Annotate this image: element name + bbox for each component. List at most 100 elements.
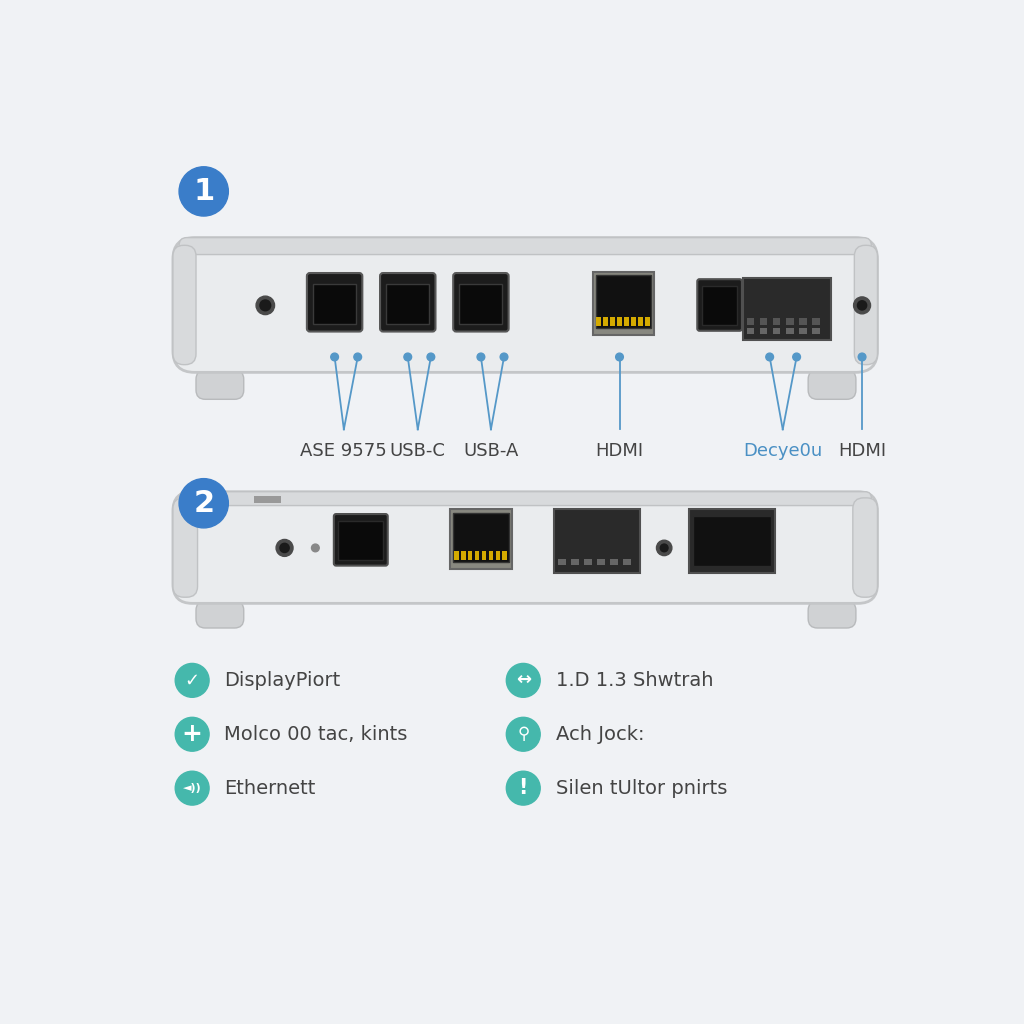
Text: HDMI: HDMI: [595, 441, 643, 460]
Circle shape: [506, 718, 541, 752]
Text: !: !: [518, 778, 528, 798]
Bar: [638, 316, 643, 327]
Bar: [554, 509, 640, 572]
Bar: [461, 551, 466, 560]
Text: ✓: ✓: [184, 672, 200, 689]
Text: ◄)): ◄)): [183, 783, 202, 794]
Bar: [584, 559, 592, 565]
Text: Decye0u: Decye0u: [743, 441, 822, 460]
FancyBboxPatch shape: [697, 280, 742, 331]
Bar: [624, 559, 631, 565]
FancyBboxPatch shape: [179, 492, 871, 506]
FancyBboxPatch shape: [454, 273, 509, 332]
Bar: [610, 559, 617, 565]
Bar: [451, 509, 512, 569]
Bar: [742, 279, 831, 340]
FancyBboxPatch shape: [173, 498, 198, 597]
Text: 1: 1: [194, 177, 214, 206]
Circle shape: [656, 541, 672, 556]
Bar: [593, 272, 654, 336]
Bar: [313, 284, 356, 324]
Bar: [488, 551, 494, 560]
Text: ⚲: ⚲: [517, 725, 529, 743]
Bar: [812, 318, 819, 325]
Text: +: +: [181, 722, 203, 746]
Bar: [558, 559, 565, 565]
Bar: [254, 496, 281, 503]
Circle shape: [506, 771, 541, 805]
Bar: [773, 328, 780, 334]
Circle shape: [660, 544, 668, 552]
Bar: [701, 286, 737, 326]
FancyBboxPatch shape: [854, 246, 878, 365]
Circle shape: [766, 353, 773, 360]
Circle shape: [477, 353, 484, 360]
Circle shape: [427, 353, 435, 360]
Circle shape: [280, 544, 289, 553]
Circle shape: [857, 301, 866, 310]
Bar: [631, 316, 636, 327]
FancyBboxPatch shape: [196, 601, 244, 628]
Circle shape: [175, 664, 209, 697]
Text: ↔: ↔: [516, 672, 530, 689]
Circle shape: [854, 297, 870, 313]
Circle shape: [354, 353, 361, 360]
Circle shape: [403, 353, 412, 360]
Bar: [460, 284, 503, 324]
Bar: [610, 316, 614, 327]
FancyBboxPatch shape: [173, 238, 878, 373]
Bar: [799, 328, 807, 334]
Circle shape: [260, 300, 270, 310]
Bar: [625, 316, 629, 327]
Bar: [481, 551, 486, 560]
Circle shape: [793, 353, 801, 360]
Bar: [785, 328, 794, 334]
FancyBboxPatch shape: [179, 238, 871, 255]
Bar: [386, 284, 429, 324]
Circle shape: [175, 718, 209, 752]
Circle shape: [256, 296, 274, 314]
Bar: [746, 318, 755, 325]
FancyBboxPatch shape: [808, 370, 856, 399]
Text: Ach Jock:: Ach Jock:: [556, 725, 644, 743]
Bar: [746, 328, 755, 334]
Bar: [617, 316, 622, 327]
Text: 2: 2: [194, 488, 214, 518]
Bar: [503, 551, 507, 560]
Circle shape: [500, 353, 508, 360]
Text: USB-C: USB-C: [390, 441, 445, 460]
Text: Silen tUltor pnirts: Silen tUltor pnirts: [556, 778, 727, 798]
FancyBboxPatch shape: [173, 492, 878, 603]
Bar: [597, 559, 605, 565]
Bar: [812, 328, 819, 334]
Bar: [454, 551, 459, 560]
Bar: [785, 318, 794, 325]
Bar: [692, 515, 771, 566]
Text: USB-A: USB-A: [463, 441, 518, 460]
FancyBboxPatch shape: [307, 273, 362, 332]
Bar: [571, 559, 579, 565]
Bar: [645, 316, 649, 327]
FancyBboxPatch shape: [334, 514, 388, 565]
Circle shape: [311, 544, 319, 552]
Text: 1.D 1.3 Shwtrah: 1.D 1.3 Shwtrah: [556, 671, 713, 690]
Bar: [760, 328, 767, 334]
FancyBboxPatch shape: [808, 601, 856, 628]
Bar: [596, 316, 601, 327]
Bar: [496, 551, 500, 560]
Bar: [454, 512, 509, 562]
Circle shape: [276, 540, 293, 556]
Circle shape: [506, 664, 541, 697]
Circle shape: [858, 353, 866, 360]
Circle shape: [331, 353, 339, 360]
Text: HDMI: HDMI: [838, 441, 886, 460]
Bar: [773, 318, 780, 325]
Circle shape: [615, 353, 624, 360]
FancyBboxPatch shape: [853, 498, 878, 597]
Bar: [799, 318, 807, 325]
Bar: [689, 509, 775, 572]
Circle shape: [179, 167, 228, 216]
Bar: [603, 316, 608, 327]
Bar: [468, 551, 472, 560]
Bar: [475, 551, 479, 560]
